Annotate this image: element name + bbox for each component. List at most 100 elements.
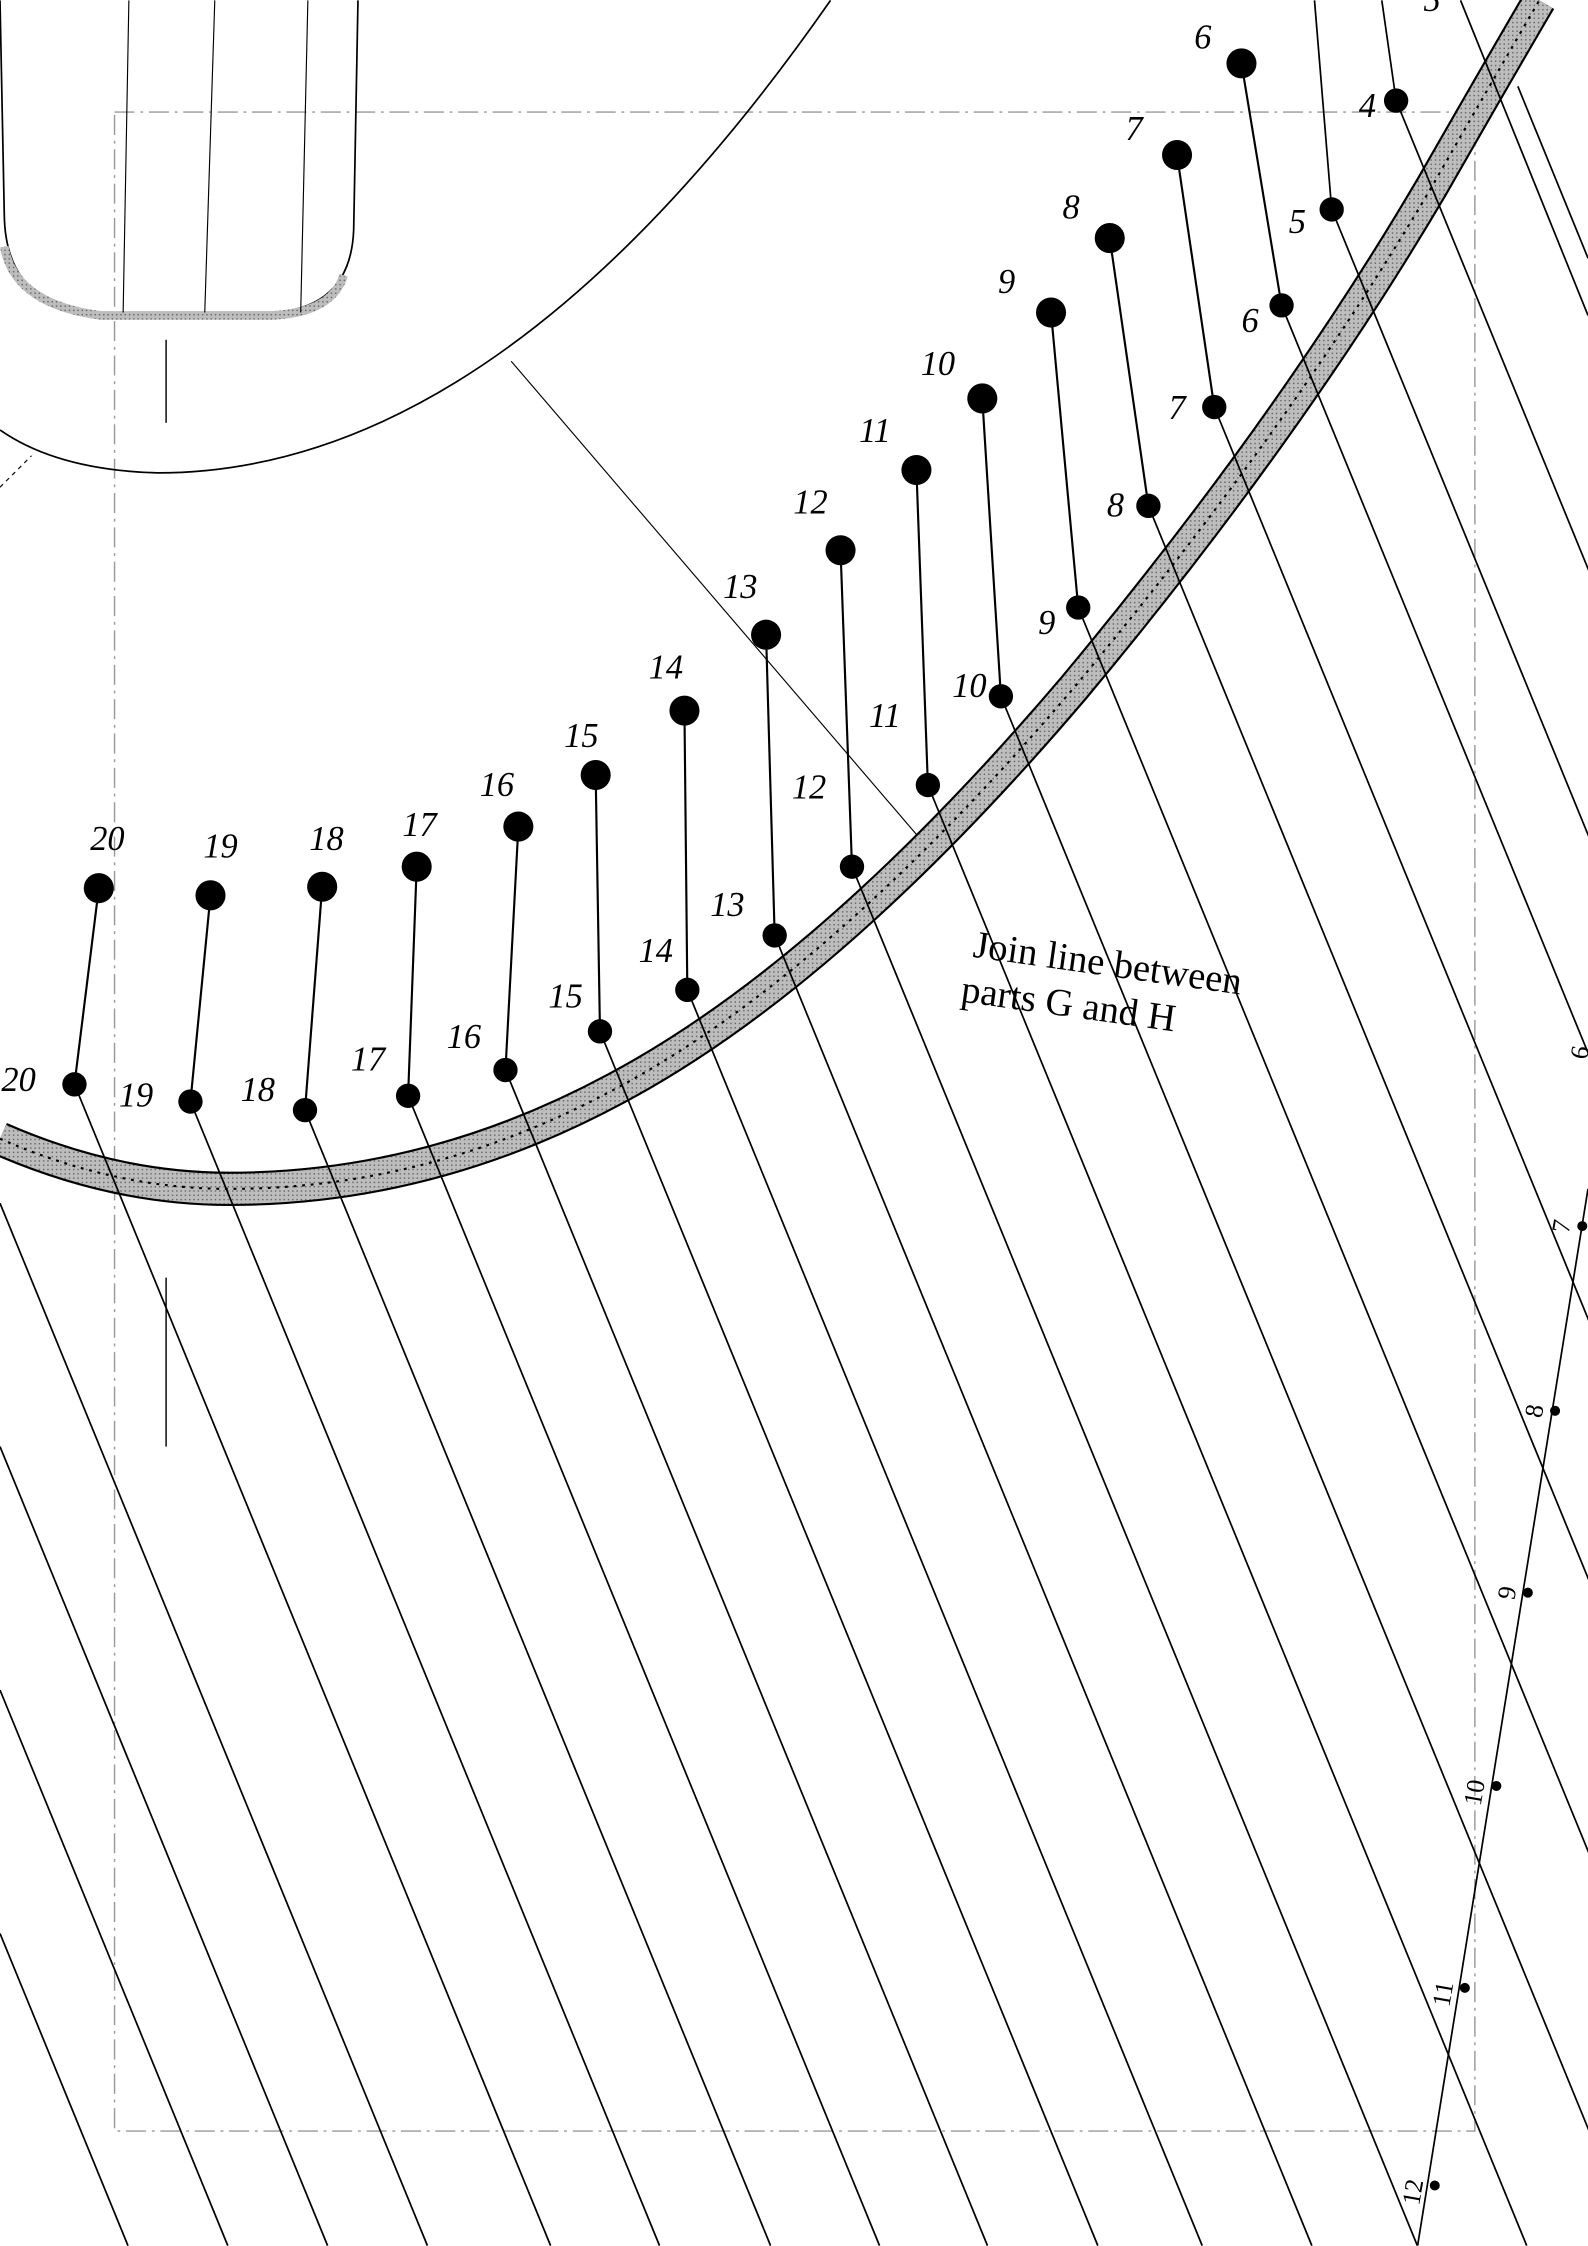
edge-dot	[1522, 1587, 1533, 1598]
lower-label: 5	[1289, 203, 1306, 241]
grain-line	[73, 1084, 552, 2246]
connector	[683, 710, 689, 990]
upper-dot	[503, 811, 534, 842]
top-label: 5	[1423, 0, 1440, 19]
grain-line	[304, 1109, 772, 2246]
upper-label: 7	[1125, 110, 1144, 148]
lower-label: 17	[351, 1041, 387, 1079]
seam-band	[0, 0, 1553, 1204]
edge-dot	[1459, 1982, 1470, 1993]
edge-label: 9	[1492, 1584, 1523, 1602]
connector	[303, 886, 324, 1111]
connector	[504, 826, 520, 1071]
connector	[594, 775, 602, 1032]
lower-dot	[1383, 88, 1409, 113]
grain-line	[599, 1031, 1099, 2246]
lower-label: 9	[1038, 604, 1055, 642]
lower-dot	[1202, 394, 1227, 420]
lower-label: 11	[869, 697, 901, 735]
upper-dot	[580, 760, 611, 791]
edge-label: 12	[1396, 2177, 1429, 2207]
lower-dot	[493, 1057, 518, 1083]
connector	[73, 888, 100, 1085]
lower-dot	[62, 1072, 87, 1097]
upper-label: 10	[921, 345, 955, 383]
connector	[189, 895, 212, 1102]
connector	[1313, 0, 1333, 210]
upper-dot	[307, 871, 338, 902]
lower-label: 14	[639, 932, 673, 970]
upper-dot	[1035, 297, 1067, 328]
grain-line	[504, 1069, 989, 2246]
lower-label: 19	[119, 1077, 153, 1115]
upper-label: 20	[90, 820, 124, 858]
grain-line	[927, 784, 1528, 2246]
connector	[1049, 312, 1080, 608]
upper-dot	[195, 880, 226, 911]
connector	[1380, 0, 1397, 101]
edge-label: 10	[1458, 1777, 1491, 1807]
upper-label: 19	[203, 827, 237, 865]
grain-line	[1280, 305, 1588, 1056]
grain-line	[851, 866, 1419, 2246]
upper-dot	[401, 851, 432, 882]
lower-label: 7	[1168, 389, 1187, 427]
lower-label: 6	[1241, 302, 1259, 340]
upper-label: 13	[723, 568, 757, 606]
edge-label: 6	[1564, 1043, 1588, 1061]
upper-dot	[669, 695, 700, 726]
edge-label: 11	[1427, 1979, 1460, 2008]
upper-dot	[901, 455, 932, 486]
upper-label: 8	[1062, 189, 1079, 227]
lower-label: 16	[447, 1018, 482, 1056]
upper-dot	[1094, 223, 1125, 254]
print-border	[113, 111, 1476, 2132]
lower-label: 10	[952, 667, 986, 705]
edge-dot	[1429, 2180, 1440, 2191]
upper-label: 14	[649, 648, 683, 686]
connector	[839, 550, 854, 867]
upper-label: 17	[402, 806, 438, 844]
grain-line	[189, 1101, 661, 2246]
connector	[1108, 237, 1150, 506]
upper-dot	[967, 383, 998, 414]
connector	[1175, 154, 1216, 408]
connector	[915, 470, 929, 786]
upper-dot	[1162, 139, 1193, 171]
lower-dot	[178, 1089, 203, 1114]
upper-dot	[83, 873, 114, 904]
lower-label: 20	[1, 1061, 35, 1099]
grain-line	[0, 1202, 429, 2246]
upper-label: 16	[480, 766, 515, 804]
lower-label: 13	[710, 886, 744, 924]
grain-line	[1330, 209, 1588, 837]
grain-line	[0, 1933, 129, 2246]
grain-line	[773, 935, 1313, 2246]
grain-line	[686, 989, 1203, 2246]
connector	[765, 634, 776, 936]
lower-label: 4	[1359, 87, 1376, 125]
upper-dot	[1226, 48, 1257, 79]
connector	[407, 866, 418, 1096]
lower-dot	[1136, 493, 1161, 519]
upper-dot	[751, 619, 782, 650]
connector	[1240, 63, 1283, 306]
join-line	[510, 360, 939, 860]
lower-label: 12	[792, 769, 826, 807]
edge-dot	[1577, 1221, 1588, 1232]
lower-dot	[1319, 197, 1344, 222]
connector	[981, 398, 1002, 697]
upper-piece-band	[0, 245, 348, 320]
lower-dot	[292, 1097, 318, 1123]
grain-line	[1147, 505, 1588, 1581]
edge-label: 7	[1546, 1217, 1577, 1235]
grain-line	[1213, 406, 1588, 1321]
grain-line	[0, 1446, 329, 2246]
upper-label: 15	[564, 717, 598, 755]
lower-dot	[1269, 293, 1294, 318]
